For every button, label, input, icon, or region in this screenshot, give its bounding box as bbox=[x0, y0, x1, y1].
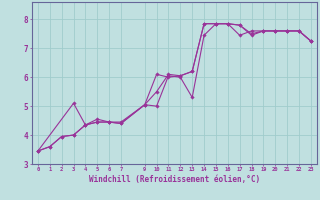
X-axis label: Windchill (Refroidissement éolien,°C): Windchill (Refroidissement éolien,°C) bbox=[89, 175, 260, 184]
